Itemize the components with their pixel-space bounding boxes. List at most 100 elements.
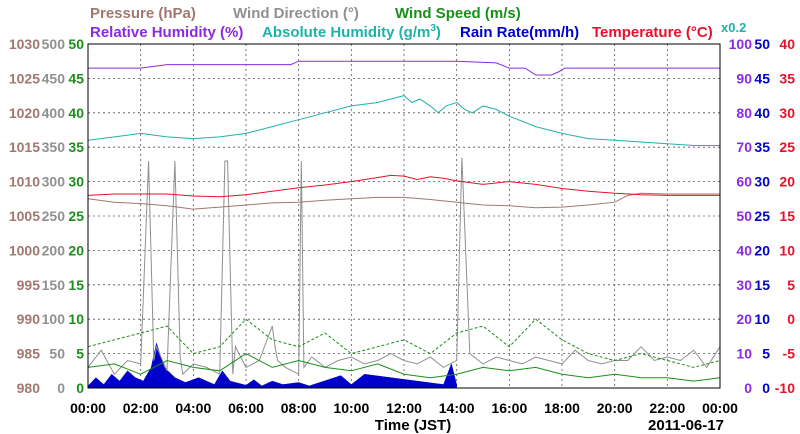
tick-temperature: -5	[783, 346, 796, 362]
plot-frame	[87, 43, 721, 389]
tick-humidity: 70	[736, 139, 752, 155]
tick-wind-direction: 0	[57, 380, 65, 396]
tick-x: 22:00	[649, 400, 685, 416]
tick-wind-direction: 400	[42, 105, 66, 121]
tick-pressure: 1020	[9, 105, 40, 121]
tick-x: 18:00	[544, 400, 580, 416]
tick-humidity: 60	[736, 174, 752, 190]
tick-x: 06:00	[228, 400, 264, 416]
legend-scale-note: x0.2	[721, 20, 746, 35]
legend-wind-direction: Wind Direction (°)	[233, 5, 359, 22]
tick-wind-speed: 0	[76, 380, 84, 396]
tick-wind-speed: 20	[68, 242, 84, 258]
wind-speed-series	[87, 353, 721, 382]
tick-temperature: -10	[775, 380, 795, 396]
legend-relative-humidity: Relative Humidity (%)	[90, 24, 243, 41]
tick-pressure: 985	[17, 346, 41, 362]
legend-absolute-humidity: Absolute Humidity (g/m3)	[262, 23, 441, 41]
tick-temperature: 35	[779, 70, 795, 86]
tick-pressure: 1025	[9, 70, 40, 86]
tick-wind-direction: 450	[42, 70, 66, 86]
tick-pressure: 995	[17, 277, 41, 293]
legend-absolute-humidity-tail: )	[436, 24, 441, 41]
tick-x: 02:00	[123, 400, 159, 416]
tick-x: 20:00	[597, 400, 633, 416]
wind-direction-series	[87, 157, 721, 376]
tick-wind-direction: 250	[42, 208, 66, 224]
tick-wind-direction: 200	[42, 242, 66, 258]
tick-temperature: 10	[779, 242, 795, 258]
tick-temperature: 25	[779, 139, 795, 155]
tick-x: 14:00	[439, 400, 475, 416]
tick-temperature: 5	[787, 277, 795, 293]
wind-speed-gust-series	[87, 318, 721, 368]
tick-x: 00:00	[70, 400, 106, 416]
tick-temperature: 30	[779, 105, 795, 121]
series-lines	[87, 60, 721, 382]
tick-humidity: 20	[736, 311, 752, 327]
tick-rain-rate: 15	[754, 277, 770, 293]
x-axis-label: Time (JST)	[375, 417, 451, 434]
rain-rate-area	[87, 342, 457, 389]
tick-pressure: 1030	[9, 36, 40, 52]
tick-pressure: 1005	[9, 208, 40, 224]
tick-x: 12:00	[386, 400, 422, 416]
absolute-humidity-series	[87, 95, 720, 146]
rain-rate-series	[87, 342, 457, 389]
tick-humidity: 80	[736, 105, 752, 121]
legend-wind-speed: Wind Speed (m/s)	[395, 5, 521, 22]
tick-x: 16:00	[491, 400, 527, 416]
tick-humidity: 40	[736, 242, 752, 258]
tick-rain-rate: 50	[754, 36, 770, 52]
tick-humidity: 50	[736, 208, 752, 224]
tick-wind-speed: 40	[68, 105, 84, 121]
tick-temperature: 15	[779, 208, 795, 224]
temperature-series	[87, 174, 720, 198]
tick-wind-speed: 30	[68, 174, 84, 190]
tick-rain-rate: 40	[754, 105, 770, 121]
tick-wind-direction: 300	[42, 174, 66, 190]
tick-humidity: 100	[729, 36, 753, 52]
tick-rain-rate: 25	[754, 208, 770, 224]
tick-x: 10:00	[333, 400, 369, 416]
legend-pressure: Pressure (hPa)	[90, 5, 196, 22]
legend-absolute-humidity-sup: 3	[430, 23, 436, 34]
tick-rain-rate: 10	[754, 311, 770, 327]
tick-humidity: 90	[736, 70, 752, 86]
tick-pressure: 1015	[9, 139, 40, 155]
tick-x: 00:00	[702, 400, 738, 416]
tick-pressure: 990	[17, 311, 41, 327]
tick-rain-rate: 35	[754, 139, 770, 155]
tick-temperature: 40	[779, 36, 795, 52]
tick-rain-rate: 0	[762, 380, 770, 396]
tick-wind-direction: 500	[42, 36, 66, 52]
tick-pressure: 980	[17, 380, 41, 396]
tick-wind-speed: 35	[68, 139, 84, 155]
tick-x: 04:00	[175, 400, 211, 416]
tick-wind-speed: 45	[68, 70, 84, 86]
tick-wind-speed: 50	[68, 36, 84, 52]
tick-humidity: 0	[744, 380, 752, 396]
legend-rain-rate: Rain Rate(mm/h)	[460, 24, 579, 41]
tick-pressure: 1000	[9, 242, 40, 258]
tick-wind-direction: 50	[49, 346, 65, 362]
tick-rain-rate: 5	[762, 346, 770, 362]
tick-rain-rate: 45	[754, 70, 770, 86]
tick-rain-rate: 30	[754, 174, 770, 190]
tick-wind-speed: 5	[76, 346, 84, 362]
grid	[88, 44, 720, 388]
axis-ticks: 9809859909951000100510101015102010251030…	[9, 36, 795, 416]
tick-wind-direction: 100	[42, 311, 66, 327]
tick-wind-speed: 15	[68, 277, 84, 293]
tick-pressure: 1010	[9, 174, 40, 190]
relative-humidity-series	[88, 60, 720, 76]
tick-wind-speed: 25	[68, 208, 84, 224]
date-label: 2011-06-17	[648, 417, 724, 434]
tick-rain-rate: 20	[754, 242, 770, 258]
pressure-series	[87, 192, 720, 210]
legend-temperature: Temperature (°C)	[592, 24, 713, 41]
tick-wind-direction: 150	[42, 277, 66, 293]
tick-x: 08:00	[281, 400, 317, 416]
tick-temperature: 0	[787, 311, 795, 327]
